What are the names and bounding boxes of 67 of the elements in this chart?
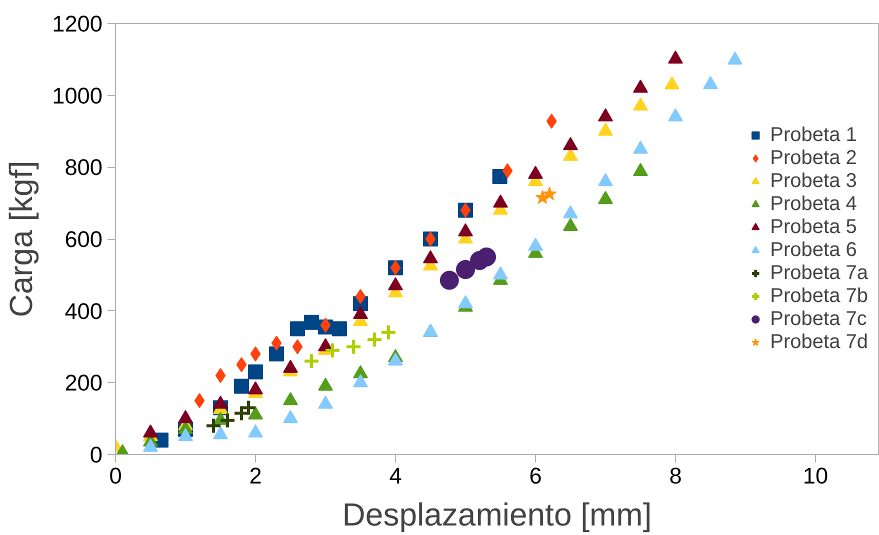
- point: [178, 410, 193, 424]
- point: [563, 205, 578, 218]
- point: [598, 122, 613, 136]
- point: [633, 140, 648, 154]
- point: [633, 162, 648, 176]
- point: [598, 172, 613, 186]
- point: [178, 428, 193, 442]
- point: [458, 295, 473, 308]
- point: [528, 166, 543, 179]
- point: [248, 424, 263, 438]
- legend-label: Probeta 4: [770, 192, 857, 216]
- point: [664, 76, 680, 90]
- x-tick-label: 6: [529, 462, 542, 488]
- point: [563, 218, 578, 231]
- point: [528, 238, 543, 251]
- point: [318, 396, 333, 409]
- legend-label: Probeta 7d: [770, 330, 868, 354]
- legend-label: Probeta 7c: [770, 308, 867, 330]
- point: [668, 50, 683, 64]
- point: [633, 98, 648, 111]
- legend-label: Probeta 3: [770, 170, 857, 192]
- point: [213, 396, 228, 409]
- point: [248, 406, 263, 420]
- point: [458, 223, 473, 236]
- point: [318, 378, 333, 391]
- x-tick-label: 2: [249, 462, 262, 488]
- point: [563, 137, 578, 150]
- legend-label: Probeta 1: [770, 124, 857, 146]
- point: [353, 306, 368, 319]
- point: [283, 410, 298, 424]
- legend-label: Probeta 5: [770, 216, 857, 238]
- point: [728, 52, 742, 65]
- point: [703, 76, 718, 90]
- x-tick-label: 10: [802, 462, 828, 488]
- y-tick-label: 800: [64, 154, 103, 180]
- legend-label: Probeta 7a: [770, 262, 868, 284]
- point: [493, 194, 508, 208]
- point: [633, 80, 648, 93]
- point: [248, 381, 263, 394]
- y-tick-label: 200: [64, 370, 103, 396]
- point: [143, 438, 158, 452]
- point: [283, 360, 298, 373]
- x-tick-label: 4: [389, 462, 402, 488]
- legend-label: Probeta 7b: [770, 284, 868, 308]
- legend-label: Probeta 2: [770, 146, 857, 170]
- y-tick-label: 600: [64, 226, 103, 252]
- point: [423, 250, 438, 264]
- y-tick-label: 1200: [52, 10, 103, 36]
- x-tick-label: 0: [109, 462, 122, 488]
- point: [542, 186, 557, 200]
- point: [493, 266, 508, 280]
- point: [388, 352, 403, 366]
- point: [353, 374, 368, 388]
- point: [213, 426, 228, 440]
- point: [283, 392, 298, 406]
- y-axis-title: Carga [kgf]: [3, 160, 40, 318]
- point: [598, 108, 613, 122]
- legend-label: Probeta 6: [770, 238, 857, 262]
- point: [388, 277, 403, 290]
- x-axis-title: Desplazamiento [mm]: [342, 496, 652, 532]
- y-tick-label: 0: [90, 442, 103, 468]
- y-tick-label: 400: [64, 298, 103, 324]
- point: [143, 424, 158, 438]
- point: [668, 108, 683, 122]
- y-tick-label: 1000: [52, 82, 103, 108]
- point: [598, 190, 613, 204]
- x-tick-label: 8: [669, 462, 682, 488]
